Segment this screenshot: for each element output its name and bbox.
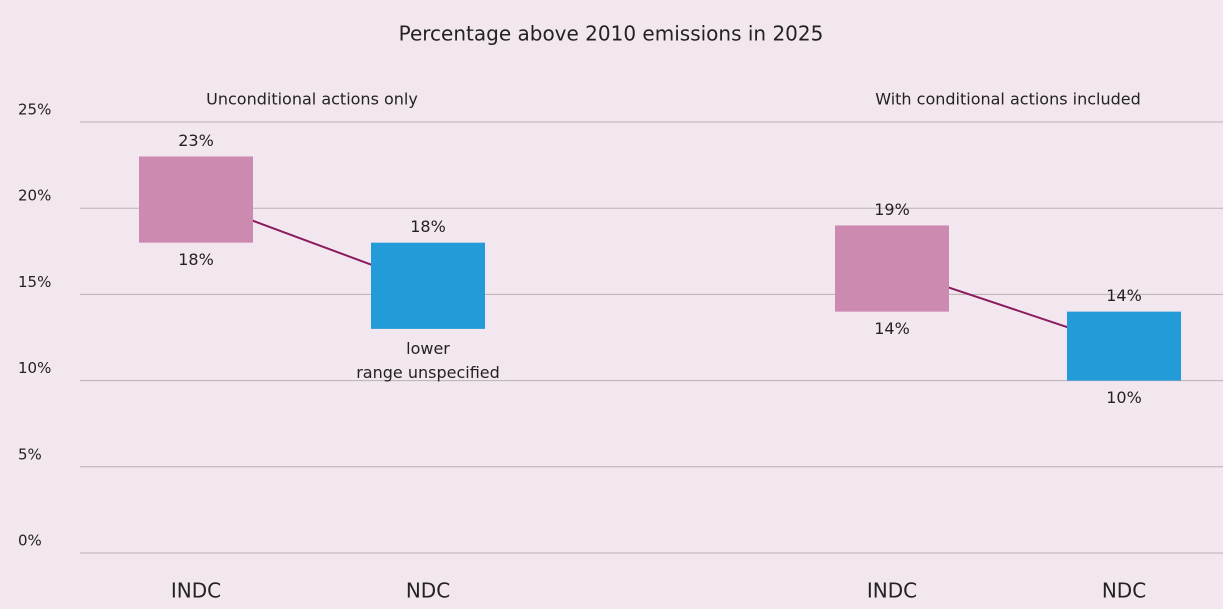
annotation: lower range unspecified xyxy=(356,338,500,381)
range-bar xyxy=(371,242,485,329)
high-label: 23% xyxy=(178,131,214,150)
group-label: Unconditional actions only xyxy=(206,90,418,109)
y-tick-label: 20% xyxy=(18,187,51,205)
y-tick-label: 15% xyxy=(18,273,51,291)
x-tick-label: NDC xyxy=(406,579,450,603)
annotation-line: range unspecified xyxy=(356,362,500,381)
group-label: With conditional actions included xyxy=(875,90,1141,109)
low-label: 10% xyxy=(1106,388,1142,407)
y-tick-label: 0% xyxy=(18,532,42,550)
x-tick-label: NDC xyxy=(1102,579,1146,603)
range-bar xyxy=(1067,311,1181,381)
y-tick-label: 10% xyxy=(18,359,51,377)
annotation-line: lower xyxy=(406,338,450,357)
range-bar xyxy=(139,156,253,243)
low-label: 18% xyxy=(178,250,214,269)
range-bar xyxy=(835,225,949,312)
y-tick-label: 5% xyxy=(18,445,42,463)
high-label: 18% xyxy=(410,217,446,236)
low-label: 14% xyxy=(874,319,910,338)
high-label: 19% xyxy=(874,200,910,219)
x-tick-label: INDC xyxy=(867,579,917,603)
x-tick-label: INDC xyxy=(171,579,221,603)
chart-title: Percentage above 2010 emissions in 2025 xyxy=(399,22,824,46)
y-tick-label: 25% xyxy=(18,101,51,119)
high-label: 14% xyxy=(1106,286,1142,305)
